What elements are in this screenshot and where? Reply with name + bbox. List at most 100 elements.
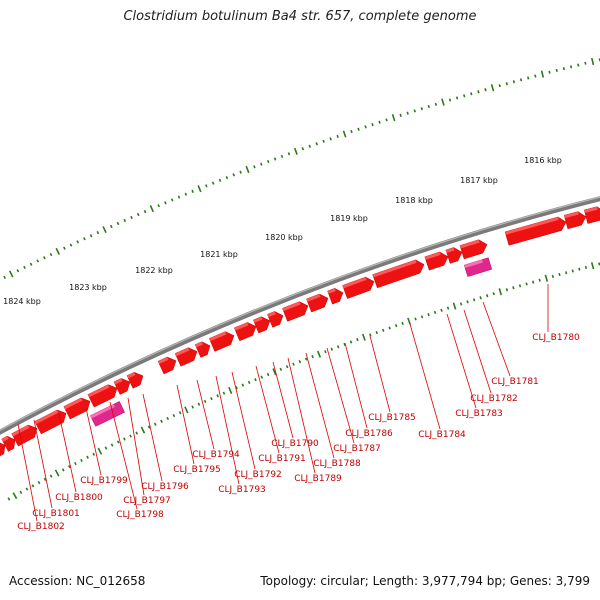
inner-ruler-minor-tick xyxy=(565,271,568,275)
inner-ruler-minor-tick xyxy=(178,411,182,415)
gene-arrow-highlight xyxy=(234,322,249,331)
outer-ruler-minor-tick xyxy=(23,265,26,270)
inner-ruler-minor-tick xyxy=(369,333,372,337)
outer-ruler-minor-tick xyxy=(266,160,270,164)
label-leader-line xyxy=(326,347,355,444)
inner-ruler-minor-tick xyxy=(166,416,170,421)
label-leader-line xyxy=(127,397,145,496)
outer-ruler-major-tick xyxy=(102,226,107,234)
label-leader-line xyxy=(369,335,391,413)
outer-ruler-minor-tick xyxy=(399,113,402,117)
backbone-arc xyxy=(0,196,600,435)
outer-ruler-minor-tick xyxy=(205,184,208,188)
gene-label: CLJ_B1802 xyxy=(17,522,65,532)
inner-ruler-minor-tick xyxy=(25,487,29,491)
outer-ruler-minor-tick xyxy=(378,120,381,124)
outer-ruler-minor-tick xyxy=(253,165,256,169)
inner-ruler-minor-tick xyxy=(67,465,71,469)
outer-ruler-minor-tick xyxy=(89,234,93,238)
outer-ruler-minor-tick xyxy=(308,144,311,148)
gene-label: CLJ_B1798 xyxy=(116,510,164,520)
outer-ruler-minor-tick xyxy=(157,204,160,208)
gene-arrow-highlight xyxy=(282,301,301,312)
inner-ruler-minor-tick xyxy=(153,422,157,426)
inner-ruler-minor-tick xyxy=(260,375,264,379)
outer-ruler-minor-tick xyxy=(350,130,353,134)
inner-ruler-minor-tick xyxy=(512,286,515,290)
gene-label: CLJ_B1785 xyxy=(368,413,416,423)
gene-arrow-highlight xyxy=(209,331,227,342)
inner-ruler-minor-tick xyxy=(49,474,53,478)
inner-ruler-minor-tick xyxy=(375,331,378,335)
inner-ruler-major-tick xyxy=(361,333,366,341)
gene-label: CLJ_B1783 xyxy=(455,409,503,419)
outer-ruler-minor-tick xyxy=(463,94,466,98)
outer-ruler-minor-tick xyxy=(577,63,580,67)
gene-arrow-highlight xyxy=(445,247,455,253)
gene-arrow-highlight xyxy=(253,316,263,323)
kbp-label: 1822 kbp xyxy=(135,266,173,275)
inner-ruler-major-tick xyxy=(272,368,277,376)
label-leader-line xyxy=(176,384,195,465)
inner-ruler-minor-tick xyxy=(7,497,11,501)
outer-ruler-minor-tick xyxy=(130,215,133,220)
outer-ruler-major-tick xyxy=(490,84,495,92)
outer-ruler-minor-tick xyxy=(280,154,284,158)
outer-ruler-major-tick xyxy=(391,114,396,122)
inner-ruler-minor-tick xyxy=(336,345,340,349)
inner-ruler-minor-tick xyxy=(197,402,201,406)
gene-label: CLJ_B1786 xyxy=(345,429,393,439)
kbp-label: 1817 kbp xyxy=(460,176,498,185)
gene-arrow xyxy=(372,259,425,289)
gene-arrow-highlight xyxy=(87,384,110,398)
inner-ruler-minor-tick xyxy=(356,338,359,342)
gene-arrow-highlight xyxy=(175,347,190,357)
gene-label: CLJ_B1791 xyxy=(258,454,306,464)
gene-labels: CLJ_B1780 CLJ_B1781 CLJ_B1782 CLJ_B1783 CLJ_… xyxy=(17,333,580,532)
inner-ruler-minor-tick xyxy=(551,274,555,279)
gene-arrow-highlight xyxy=(306,294,321,302)
gene-arrow xyxy=(34,409,67,435)
outer-ruler-minor-tick xyxy=(527,76,530,80)
inner-ruler-minor-tick xyxy=(86,455,89,459)
inner-ruler-minor-tick xyxy=(479,296,482,300)
inner-ruler-minor-tick xyxy=(191,405,194,409)
outer-ruler-minor-tick xyxy=(455,96,459,100)
outer-ruler-minor-tick xyxy=(336,134,339,138)
inner-ruler-minor-tick xyxy=(304,357,308,361)
gene-label: CLJ_B1781 xyxy=(491,377,539,387)
inner-ruler-major-tick xyxy=(452,302,457,310)
outer-ruler-minor-tick xyxy=(470,92,473,96)
inner-ruler-minor-tick xyxy=(37,480,41,485)
inner-ruler-minor-tick xyxy=(216,394,219,398)
outer-ruler-minor-tick xyxy=(143,209,147,214)
inner-ruler-minor-tick xyxy=(104,446,108,450)
inner-ruler-minor-tick xyxy=(401,321,404,326)
label-leader-line xyxy=(446,313,477,409)
outer-ruler-minor-tick xyxy=(569,65,573,69)
outer-ruler-minor-tick xyxy=(136,212,140,217)
kbp-label: 1821 kbp xyxy=(200,250,238,259)
inner-ruler-minor-tick xyxy=(298,359,302,364)
rna-feature-highlight xyxy=(90,404,115,419)
outer-ruler-major-tick xyxy=(293,147,298,155)
outer-ruler-minor-tick xyxy=(69,243,73,247)
map-title: Clostridium botulinum Ba4 str. 657, comp… xyxy=(123,9,477,24)
inner-ruler-minor-tick xyxy=(486,294,489,298)
outer-ruler-major-tick xyxy=(197,185,202,193)
gene-label: CLJ_B1780 xyxy=(532,333,580,343)
inner-ruler-minor-tick xyxy=(349,340,353,344)
inner-ruler-minor-tick xyxy=(388,326,391,330)
inner-ruler-minor-tick xyxy=(279,367,283,371)
inner-ruler-minor-tick xyxy=(19,490,23,494)
inner-ruler-minor-tick xyxy=(584,265,588,270)
inner-ruler-minor-tick xyxy=(235,386,238,390)
outer-ruler-major-tick xyxy=(245,165,250,174)
inner-ruler-minor-tick xyxy=(123,437,126,441)
inner-ruler-minor-tick xyxy=(466,300,469,304)
inner-ruler-minor-tick xyxy=(324,350,327,354)
gene-label: CLJ_B1789 xyxy=(294,474,342,484)
outer-ruler-minor-tick xyxy=(420,107,423,111)
inner-ruler-minor-tick xyxy=(247,380,251,385)
outer-ruler-minor-tick xyxy=(484,88,487,92)
